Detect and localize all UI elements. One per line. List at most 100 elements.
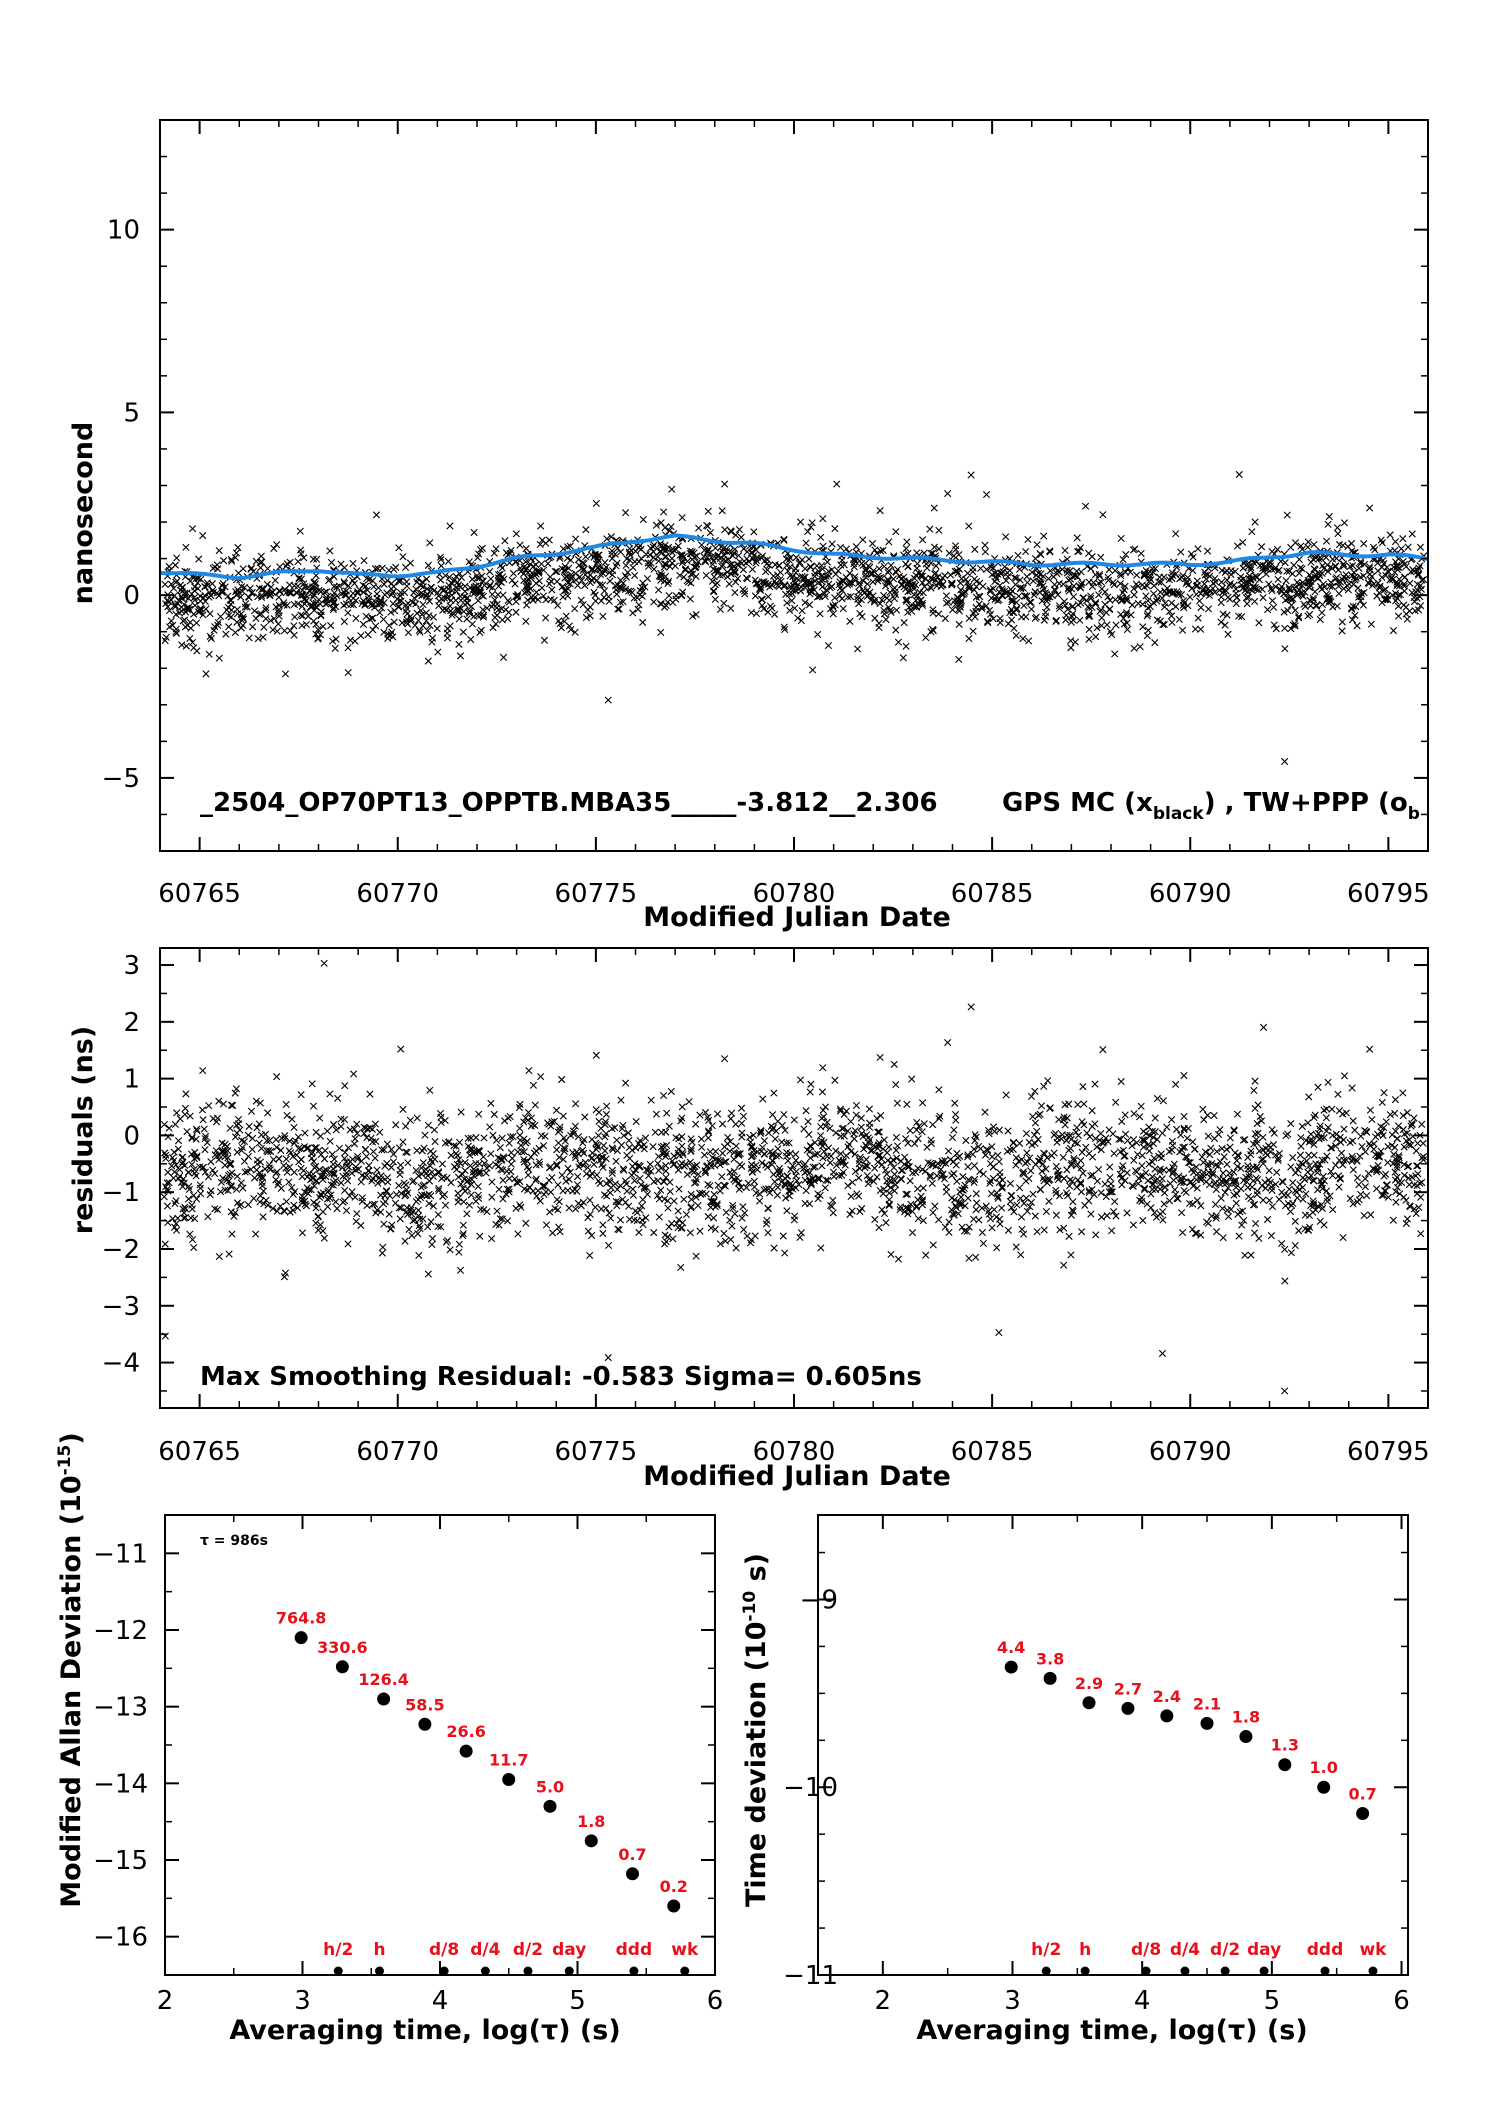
residual-point-x — [655, 1166, 663, 1175]
data-point-x — [297, 575, 306, 583]
data-point-x — [1250, 559, 1258, 567]
residual-point-x — [756, 1129, 765, 1137]
data-point-x — [346, 636, 354, 644]
data-point-x — [1088, 553, 1096, 561]
data-point-x — [935, 610, 943, 618]
data-point-x — [1172, 603, 1180, 611]
data-point-x — [190, 594, 198, 602]
residual-point-x — [669, 1235, 677, 1243]
data-point-x — [698, 541, 706, 549]
residual-point-x — [727, 1235, 735, 1244]
residual-point-x — [1417, 1230, 1425, 1238]
residual-point-x — [818, 1088, 827, 1096]
data-point-x — [170, 591, 179, 600]
data-point-x — [326, 547, 334, 555]
data-point-x — [1406, 607, 1414, 615]
residual-point-x — [301, 1197, 309, 1205]
data-point-x — [486, 581, 494, 589]
data-point-x — [297, 611, 305, 619]
residual-point-x — [876, 1053, 884, 1062]
data-point-x — [856, 582, 864, 590]
data-point-x — [634, 605, 642, 613]
residual-point-x — [677, 1263, 685, 1272]
residual-point-x — [819, 1154, 827, 1162]
residual-point-x — [1212, 1161, 1220, 1169]
data-point-x — [274, 608, 283, 616]
data-point-x — [885, 538, 893, 546]
data-point-x — [290, 600, 298, 609]
residual-point-x — [255, 1120, 263, 1128]
residual-point-x — [826, 1159, 834, 1167]
residual-point-x — [770, 1089, 778, 1097]
data-point-x — [414, 616, 422, 625]
residual-point-x — [1327, 1167, 1335, 1176]
residual-point-x — [601, 1147, 609, 1155]
data-point-x — [650, 565, 658, 573]
residual-point-x — [1212, 1185, 1220, 1194]
residual-point-x — [561, 1137, 569, 1145]
data-point-x — [1191, 625, 1199, 633]
data-point-x — [929, 549, 937, 557]
residual-point-x — [963, 1227, 971, 1235]
data-point-x — [539, 566, 548, 574]
residual-point-x — [1134, 1180, 1142, 1188]
data-point-x — [406, 559, 415, 567]
residual-point-x — [291, 1188, 299, 1196]
residual-point-x — [506, 1133, 515, 1141]
data-point-x — [1360, 540, 1368, 548]
data-point-x — [1106, 596, 1114, 604]
residual-point-x — [625, 1143, 634, 1151]
data-point-x — [792, 569, 800, 577]
data-point-x — [219, 557, 228, 565]
residual-point-x — [914, 1135, 922, 1143]
data-point-x — [1222, 587, 1230, 595]
residual-point-x — [277, 1146, 285, 1154]
residual-point-x — [1390, 1150, 1398, 1158]
residual-point-x — [608, 1166, 617, 1174]
residual-point-x — [1417, 1193, 1425, 1201]
residual-point-x — [264, 1201, 272, 1209]
residual-point-x — [780, 1110, 788, 1119]
data-point-x — [886, 588, 894, 596]
residual-point-x — [601, 1121, 609, 1129]
residual-point-x — [774, 1117, 782, 1125]
residual-point-x — [1018, 1225, 1026, 1233]
residual-point-x — [160, 1193, 168, 1201]
residual-point-x — [520, 1148, 528, 1156]
residual-point-x — [429, 1172, 437, 1181]
residual-point-x — [505, 1185, 513, 1193]
residual-point-x — [199, 1066, 207, 1075]
residual-point-x — [1078, 1118, 1086, 1126]
x-axis-label: Modified Julian Date — [643, 902, 951, 933]
residual-point-x — [1198, 1153, 1206, 1161]
data-point-x — [409, 598, 417, 607]
data-point-x — [1140, 571, 1148, 579]
residual-point-x — [342, 1206, 351, 1215]
residual-point-x — [414, 1195, 422, 1204]
data-point-x — [509, 569, 518, 577]
data-point-x — [771, 577, 779, 585]
data-point-x — [787, 582, 795, 590]
data-point-x — [1255, 619, 1263, 627]
residual-point-x — [613, 1147, 622, 1155]
data-point-x — [1194, 545, 1202, 553]
data-point-x — [452, 572, 460, 580]
residual-point-x — [701, 1108, 710, 1116]
residual-point-x — [553, 1196, 561, 1204]
residual-point-x — [411, 1216, 419, 1224]
data-point-x — [730, 549, 738, 557]
data-point-x — [1251, 597, 1259, 606]
data-point-x — [513, 593, 521, 601]
data-point-x — [445, 573, 454, 581]
x-tick-label: 60780 — [753, 879, 836, 909]
residual-point-x — [737, 1104, 746, 1112]
data-point-x — [404, 620, 412, 628]
residual-point-x — [201, 1168, 209, 1176]
residual-point-x — [897, 1175, 905, 1184]
residual-point-x — [1406, 1202, 1414, 1210]
residual-point-x — [1203, 1111, 1212, 1119]
data-point-x — [1097, 578, 1105, 586]
data-point-x — [919, 589, 927, 597]
residual-point-x — [674, 1207, 682, 1215]
data-point-x — [435, 602, 443, 610]
